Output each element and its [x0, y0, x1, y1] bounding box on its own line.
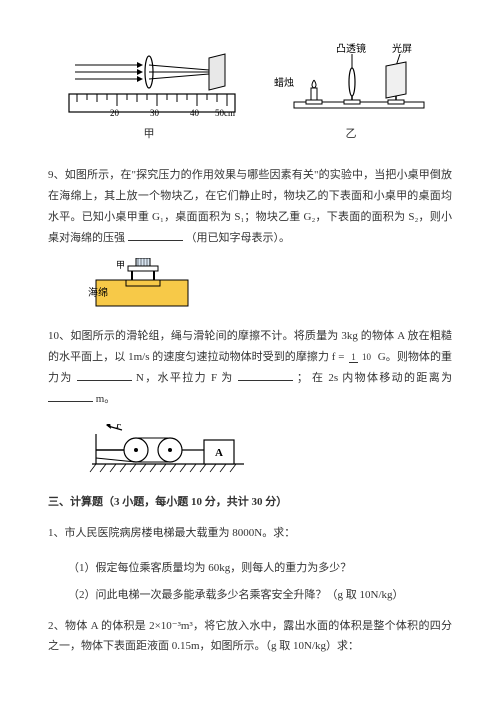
figure-row-top: 20 30 40 50cm 蜡烛 凸透镜 光屏 [48, 40, 452, 120]
figure-caption-row: 甲 乙 [48, 124, 452, 145]
ruler-tick-40: 40 [190, 108, 200, 118]
q10-text-e: 在 2s 内物体移动的距离为 [312, 372, 452, 384]
section3-q2-stem: 2、物体 A 的体积是 2×10⁻³m³，将它放入水中，露出水面的体积是整个体积… [48, 616, 452, 658]
q10-frac-den: 10 [360, 352, 373, 362]
ruler-tick-30: 30 [150, 108, 160, 118]
caption-left: 甲 [144, 124, 155, 145]
q9-text-b: （用已知字母表示）。 [186, 232, 291, 244]
figure-pulley: A F [88, 424, 452, 474]
question-9: 9、如图所示，在"探究压力的作用效果与哪些因素有关"的实验中，当把小桌甲倒放在海… [48, 165, 452, 249]
force-label: F [115, 424, 123, 431]
q10-fraction: 1 10 [349, 353, 373, 363]
figure-sponge: 甲 海绵 [88, 258, 452, 312]
q10-text-f: m。 [96, 393, 116, 405]
section3-q1-stem: 1、市人民医院病房楼电梯最大载重为 8000N。求： [48, 523, 452, 544]
caption-right: 乙 [346, 124, 357, 145]
label-screen: 光屏 [392, 42, 412, 55]
figure-candle-lens-screen: 蜡烛 凸透镜 光屏 [274, 40, 434, 120]
label-candle: 蜡烛 [274, 76, 294, 89]
section3-q1-sub2: （2）问此电梯一次最多能承载多少名乘客安全升降？（g 取 10N/kg） [48, 585, 452, 606]
q9-fig-label-jia: 甲 [116, 260, 125, 270]
q10-blank-3 [48, 391, 93, 402]
question-10: 10、如图所示的滑轮组，绳与滑轮间的摩擦不计。将质量为 3kg 的物体 A 放在… [48, 326, 452, 410]
q10-blank-1 [77, 370, 132, 381]
q9-fig-label-sponge: 海绵 [88, 286, 108, 299]
section3-q1-sub1: （1）假定每位乘客质量均为 60kg，则每人的重力为多少？ [48, 558, 452, 579]
q10-text-d: ； [297, 372, 308, 384]
q9-blank [128, 229, 183, 240]
q10-box-label: A [215, 447, 223, 459]
label-lens: 凸透镜 [336, 42, 366, 55]
ruler-tick-50: 50cm [215, 108, 235, 118]
q10-frac-num: 1 [349, 352, 358, 363]
ruler-tick-20: 20 [110, 108, 120, 118]
q10-text-c: N，水平拉力 F 为 [136, 372, 234, 384]
q10-blank-2 [238, 370, 293, 381]
figure-lens-ruler: 20 30 40 50cm [67, 50, 237, 120]
section-3-title: 三、计算题（3 小题，每小题 10 分，共计 30 分） [48, 492, 452, 513]
